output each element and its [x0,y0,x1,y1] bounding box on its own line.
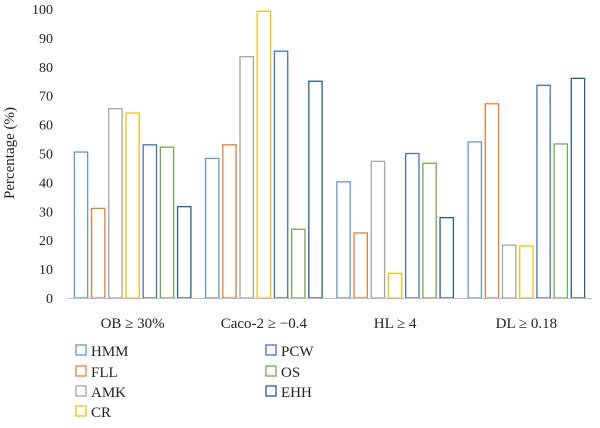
y-tick-label: 0 [46,292,53,307]
legend-label: OS [281,365,300,381]
y-tick-label: 50 [39,148,53,163]
bar-amk [501,244,517,299]
y-tick-label: 30 [39,205,53,220]
legend-swatch-cr [75,405,87,417]
legend-label: AMK [91,385,126,401]
legend-label: HMM [91,344,129,360]
bar-hmm [73,151,89,299]
legend-swatch-fll [75,365,87,377]
legend-swatch-os [265,365,277,377]
bar-cr [519,245,534,299]
legend-label: EHH [281,385,312,401]
bars [73,10,586,299]
x-category-label: Caco-2 ≥ −0.4 [221,316,308,332]
bar-ehh [439,217,455,299]
bar-os [553,143,569,299]
bar-pcw [273,50,289,299]
bar-hmm [336,181,351,299]
y-tick-label: 40 [39,176,53,191]
legend-label: PCW [281,344,314,360]
bar-fll [484,103,500,299]
y-tick-label: 60 [39,119,53,134]
legend-swatch-ehh [265,385,277,397]
legend-label: CR [91,405,111,421]
y-axis: 0 10 20 30 40 50 60 70 80 90 100 [32,3,53,307]
bar-ehh [570,77,586,299]
y-tick-label: 100 [32,3,53,18]
bar-ehh [176,206,192,299]
bar-pcw [142,144,158,299]
x-category-label: DL ≥ 0.18 [496,316,557,332]
bar-pcw [536,84,551,299]
bar-amk [370,160,386,299]
bar-cr [387,272,403,299]
legend-swatch-amk [75,385,87,397]
y-tick-label: 70 [39,90,53,105]
bar-hmm [467,141,483,299]
legend-swatch-hmm [75,344,87,356]
y-tick-label: 10 [39,263,53,278]
bar-fll [222,144,237,299]
bar-pcw [405,152,420,299]
x-category-label: HL ≥ 4 [374,316,417,332]
bar-amk [108,108,123,299]
y-axis-label: Percentage (%) [2,107,18,199]
bar-cr [125,112,140,299]
bar-cr [256,10,272,299]
bar-os [290,228,306,299]
y-tick-label: 20 [39,234,53,249]
legend-label: FLL [91,365,118,381]
bar-fll [353,232,369,299]
bar-amk [239,56,254,299]
legend: HMM FLL AMK CR PCW OS EHH [75,344,314,421]
y-tick-label: 90 [39,32,53,47]
bar-fll [90,207,106,299]
x-category-label: OB ≥ 30% [101,316,165,332]
x-axis: OB ≥ 30% Caco-2 ≥ −0.4 HL ≥ 4 DL ≥ 0.18 [67,298,592,332]
y-tick-label: 80 [39,61,53,76]
bar-os [422,162,437,299]
bar-hmm [204,157,220,299]
bar-os [159,146,175,299]
bar-ehh [308,80,323,299]
legend-swatch-pcw [265,344,277,356]
